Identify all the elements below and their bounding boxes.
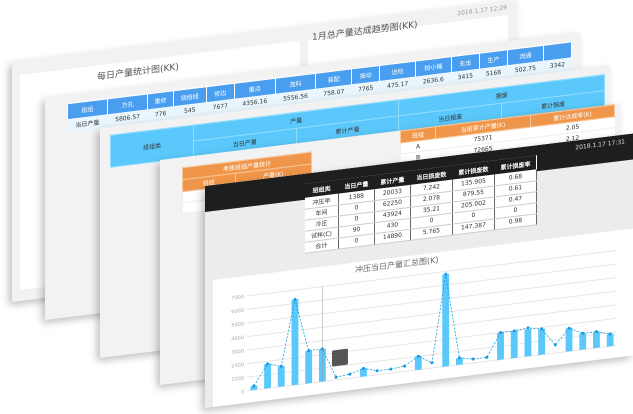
line-point[interactable] (485, 355, 489, 359)
line-point[interactable] (307, 349, 311, 353)
bar[interactable] (524, 328, 532, 357)
gridline (247, 263, 617, 310)
y-tick-label: 7000 (231, 294, 244, 302)
line-point[interactable] (499, 331, 503, 335)
gridline (247, 317, 617, 365)
line-point[interactable] (293, 297, 297, 301)
line-point[interactable] (457, 356, 461, 360)
line-point[interactable] (375, 369, 379, 373)
line-point[interactable] (512, 329, 516, 333)
line-point[interactable] (416, 354, 420, 358)
bar[interactable] (291, 299, 299, 386)
tooltip (331, 348, 348, 367)
y-tick-label: 4000 (231, 335, 244, 343)
bar[interactable] (538, 328, 546, 356)
bar[interactable] (510, 330, 518, 359)
bar[interactable] (264, 363, 271, 389)
line-point[interactable] (279, 364, 283, 368)
gridline (247, 344, 617, 392)
line-point[interactable] (348, 372, 352, 376)
bar[interactable] (579, 332, 587, 351)
line-point[interactable] (526, 326, 530, 330)
y-tick-label: 1000 (231, 376, 244, 384)
gridline (247, 290, 617, 338)
gridline (247, 277, 617, 324)
gridline (247, 304, 617, 351)
line-point[interactable] (594, 330, 598, 334)
bar[interactable] (414, 355, 422, 371)
line-point[interactable] (361, 366, 365, 370)
gridline (247, 249, 617, 297)
stamping-production-chart: 0 1000 2000 3000 4000 5000 6000 7000 (231, 249, 617, 396)
line-point[interactable] (444, 272, 448, 276)
bar[interactable] (277, 365, 285, 388)
line-point[interactable] (471, 357, 475, 361)
bar[interactable] (360, 367, 367, 377)
bar[interactable] (497, 332, 504, 361)
y-tick-label: 0 (241, 389, 244, 395)
y-tick-label: 2000 (231, 362, 244, 370)
line-point[interactable] (567, 326, 571, 330)
bar[interactable] (565, 327, 573, 352)
line-point[interactable] (334, 375, 338, 379)
line-point[interactable] (540, 327, 544, 331)
line-point[interactable] (608, 332, 612, 336)
line-point[interactable] (252, 384, 256, 388)
bar[interactable] (606, 333, 614, 347)
bar[interactable] (442, 273, 450, 367)
line-point[interactable] (266, 362, 270, 366)
bar[interactable] (593, 331, 600, 349)
gridline (247, 331, 617, 378)
y-tick-label: 6000 (231, 308, 244, 316)
bar[interactable] (250, 385, 258, 391)
line-point[interactable] (581, 331, 585, 335)
y-tick-label: 5000 (231, 321, 244, 329)
line-point[interactable] (403, 364, 407, 368)
bar[interactable] (305, 350, 313, 384)
bar[interactable] (455, 357, 463, 366)
line-point[interactable] (430, 361, 434, 365)
line-point[interactable] (553, 343, 557, 347)
y-tick-label: 3000 (231, 349, 244, 357)
panel-stamping-summary: 2018.1.17 17:31 班组类 当日产量 累计产量 当日损废数 累计损废数 累计损… (205, 133, 633, 408)
line-point[interactable] (389, 367, 393, 371)
